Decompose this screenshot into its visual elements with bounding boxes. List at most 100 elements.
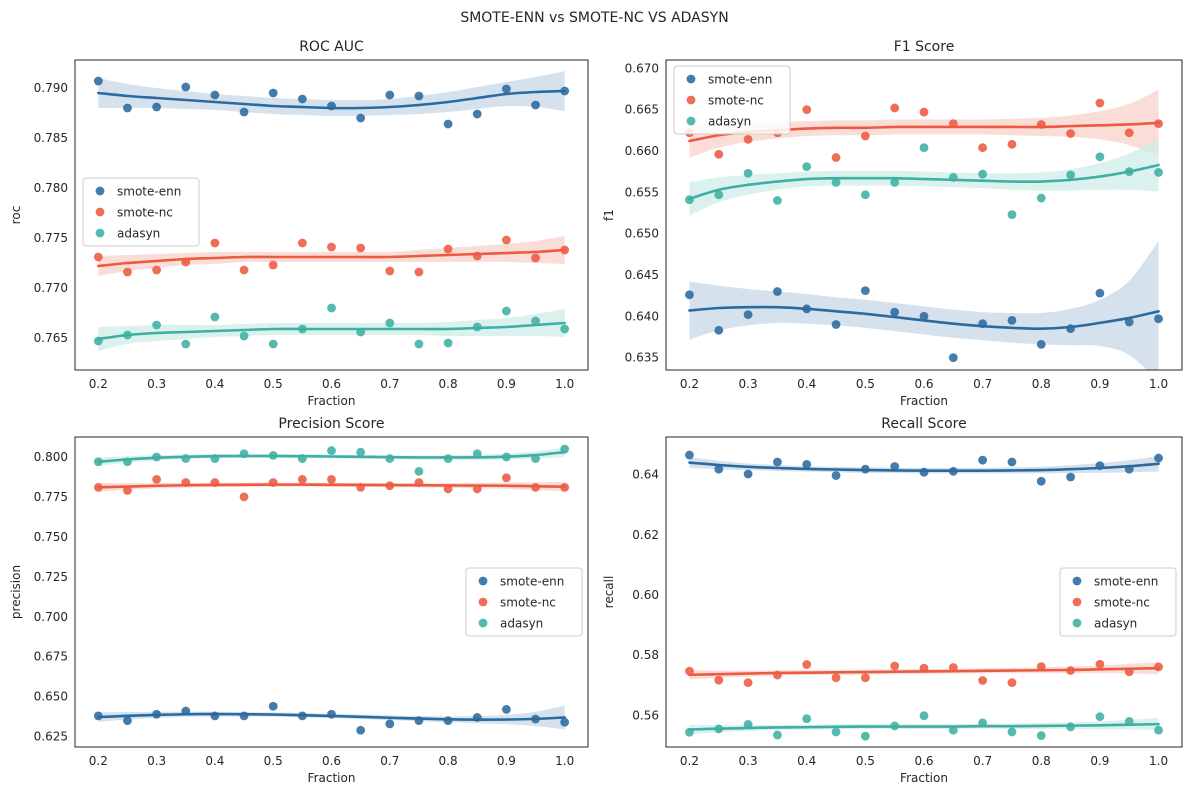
legend-label-smote-nc: smote-nc xyxy=(1094,596,1150,610)
x-tick-label: 0.7 xyxy=(380,377,399,391)
legend-label-smote-enn: smote-enn xyxy=(708,73,772,87)
point-adasyn xyxy=(773,196,782,205)
subplot-title: ROC AUC xyxy=(299,39,364,55)
point-adasyn xyxy=(210,312,220,322)
point-smote-enn xyxy=(268,701,278,711)
y-tick-label: 0.625 xyxy=(34,730,68,744)
x-tick-label: 0.5 xyxy=(264,377,283,391)
point-smote-enn xyxy=(1066,472,1075,482)
x-tick-label: 0.9 xyxy=(1090,754,1109,768)
point-smote-nc xyxy=(1095,98,1105,108)
y-tick-label: 0.650 xyxy=(34,690,68,704)
point-smote-enn xyxy=(802,459,812,469)
point-adasyn xyxy=(531,316,540,326)
subplot-recall-score: 0.2 0.3 0.4 0.5 0.6 0.7 0.8 0.9 1.0 0.56 0.58 0.60 0… xyxy=(602,416,1183,785)
x-tick-label: 0.5 xyxy=(264,754,283,768)
x-tick-label: 0.7 xyxy=(380,754,399,768)
legend: smote-enn smote-nc adasyn xyxy=(1059,567,1177,637)
legend-label-adasyn: adasyn xyxy=(708,115,751,129)
point-adasyn xyxy=(831,727,841,737)
x-tick-label: 0.7 xyxy=(973,754,992,768)
legend-label-adasyn: adasyn xyxy=(1094,617,1137,631)
legend-marker-adasyn xyxy=(1072,618,1082,628)
point-adasyn xyxy=(714,190,724,200)
fit-line-adasyn xyxy=(97,321,566,341)
point-smote-enn xyxy=(385,90,395,100)
x-tick-label: 0.5 xyxy=(856,377,875,391)
x-tick-label: 0.2 xyxy=(89,377,108,391)
point-smote-nc xyxy=(890,661,900,671)
fit-line-smote-enn xyxy=(97,712,566,721)
point-smote-enn xyxy=(123,103,132,113)
y-tick-label: 0.64 xyxy=(632,468,659,482)
fit-line-adasyn xyxy=(97,450,566,464)
legend: smote-enn smote-nc adasyn xyxy=(673,65,791,135)
point-smote-enn xyxy=(890,307,900,317)
point-smote-nc xyxy=(531,253,540,263)
point-adasyn xyxy=(831,177,841,187)
legend-marker-smote-enn xyxy=(478,576,488,586)
point-smote-enn xyxy=(297,94,307,104)
point-smote-enn xyxy=(414,91,424,101)
y-tick-label: 0.62 xyxy=(632,528,659,542)
point-adasyn xyxy=(1095,152,1105,162)
legend-label-smote-nc: smote-nc xyxy=(117,206,173,220)
y-tick-label: 0.60 xyxy=(632,588,659,602)
point-smote-enn xyxy=(948,353,958,362)
axes-frame xyxy=(665,436,1183,748)
legend-label-smote-enn: smote-enn xyxy=(500,575,564,589)
y-tick-label: 0.655 xyxy=(625,185,659,199)
point-adasyn xyxy=(181,339,191,349)
point-smote-nc xyxy=(685,666,694,676)
point-smote-enn xyxy=(239,711,249,721)
point-adasyn xyxy=(1036,193,1046,203)
point-adasyn xyxy=(1095,712,1105,721)
point-smote-enn xyxy=(239,107,249,117)
point-adasyn xyxy=(501,306,511,316)
confidence-band-smote-enn xyxy=(689,241,1159,370)
point-smote-nc xyxy=(268,260,278,270)
point-adasyn xyxy=(385,318,395,328)
point-adasyn xyxy=(356,447,366,457)
point-smote-nc xyxy=(743,134,753,144)
point-adasyn xyxy=(1066,170,1075,180)
subplot-roc-auc: 0.2 0.3 0.4 0.5 0.6 0.7 0.8 0.9 1.0 0.765 0.770 0.7… xyxy=(9,39,589,408)
legend-marker-adasyn xyxy=(478,618,488,628)
fit-line-smote-enn xyxy=(97,89,566,110)
point-smote-enn xyxy=(356,725,366,735)
point-adasyn xyxy=(268,339,278,349)
subplot-title: Recall Score xyxy=(881,416,966,432)
y-tick-label: 0.660 xyxy=(625,144,659,158)
legend-marker-smote-nc xyxy=(95,207,105,217)
x-tick-label: 0.9 xyxy=(497,377,516,391)
point-smote-enn xyxy=(501,84,511,94)
y-axis-label: recall xyxy=(602,576,616,609)
point-adasyn xyxy=(327,303,336,313)
fit-line-smote-enn xyxy=(688,461,1160,473)
point-smote-enn xyxy=(531,100,540,110)
point-smote-enn xyxy=(123,716,132,726)
plot-area xyxy=(93,444,570,735)
x-tick-label: 0.4 xyxy=(205,754,224,768)
point-smote-enn xyxy=(1007,316,1017,325)
legend-label-smote-enn: smote-enn xyxy=(1094,575,1158,589)
subplot-title: F1 Score xyxy=(894,39,955,55)
y-tick-label: 0.675 xyxy=(34,650,68,664)
point-smote-nc xyxy=(239,492,249,502)
point-adasyn xyxy=(1154,168,1163,177)
subplot-precision-score: 0.2 0.3 0.4 0.5 0.6 0.7 0.8 0.9 1.0 0.625 0.650 0.6… xyxy=(9,416,589,785)
point-smote-enn xyxy=(1095,288,1105,298)
fit-line-adasyn xyxy=(688,722,1160,731)
y-tick-label: 0.785 xyxy=(34,131,68,145)
point-adasyn xyxy=(152,320,162,330)
point-smote-enn xyxy=(743,469,753,479)
point-adasyn xyxy=(860,731,870,741)
point-smote-enn xyxy=(978,455,988,465)
axes-frame xyxy=(74,59,589,371)
x-tick-label: 0.6 xyxy=(322,377,341,391)
point-smote-nc xyxy=(93,252,103,262)
point-smote-nc xyxy=(414,267,424,277)
legend-marker-smote-enn xyxy=(1072,576,1082,586)
plot-area xyxy=(93,71,570,351)
